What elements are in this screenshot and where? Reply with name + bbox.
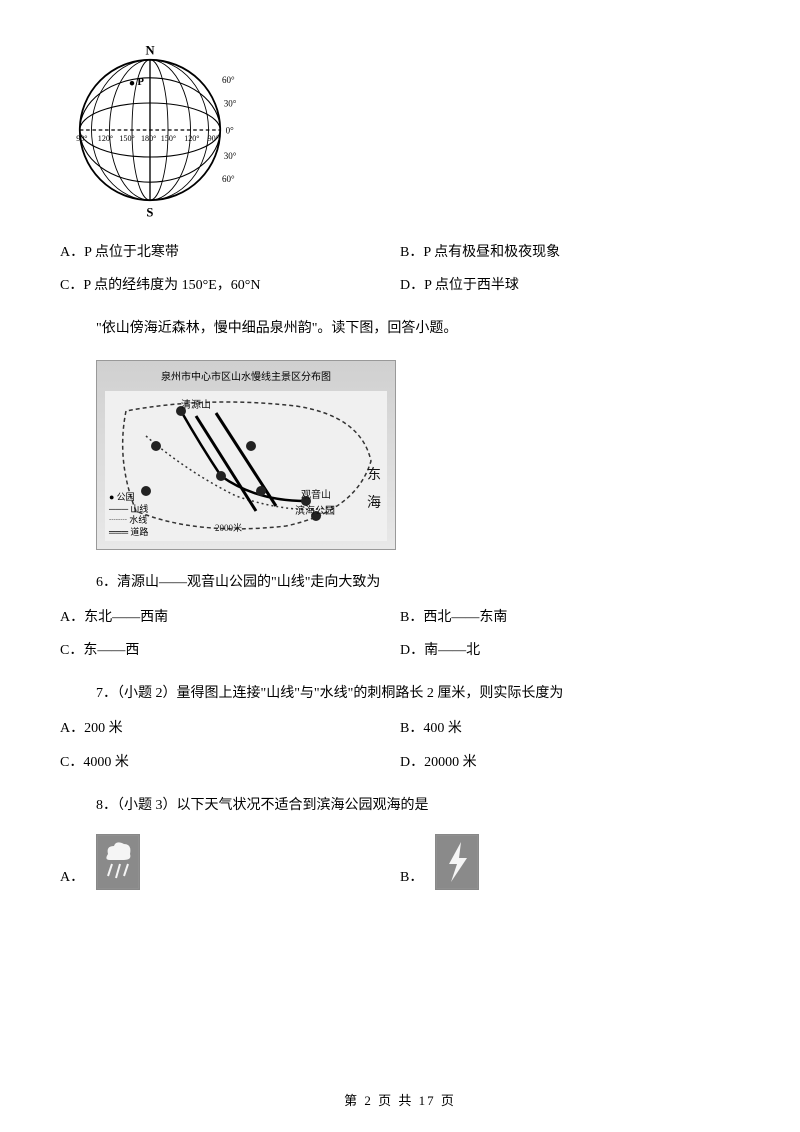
- legend-road: ═══ 道路: [109, 527, 148, 539]
- svg-text:90°: 90°: [76, 134, 87, 143]
- q6-row1: A．东北——西南 B．西北——东南: [60, 605, 740, 630]
- q6-stem: 6．清源山——观音山公园的"山线"走向大致为: [96, 570, 740, 595]
- map-legend: ● 公园 ─── 山线 ┈┈ 水线 ═══ 道路: [109, 492, 148, 539]
- map-label-dong: 东: [367, 463, 381, 488]
- q6-row2: C．东——西 D．南——北: [60, 638, 740, 663]
- q5-opt-c: C．P 点的经纬度为 150°E，60°N: [60, 273, 400, 298]
- legend-water: ┈┈ 水线: [109, 515, 148, 527]
- globe-svg: P N S 60° 30° 0° 30° 60° 90° 120° 150° 1…: [60, 40, 240, 220]
- svg-text:30°: 30°: [224, 99, 237, 109]
- map-label-qingyuan: 清源山: [181, 397, 211, 415]
- legend-park: ● 公园: [109, 492, 148, 504]
- weather-rain-icon: [96, 834, 140, 890]
- q5-opt-b: B．P 点有极昼和极夜现象: [400, 240, 740, 265]
- map-body: 清源山 观音山 滨海公园 东 海 ● 公园 ─── 山线 ┈┈ 水线 ═══ 道…: [105, 391, 387, 541]
- svg-text:120°: 120°: [184, 134, 199, 143]
- q6-opt-d: D．南——北: [400, 638, 740, 663]
- q5-opt-a: A．P 点位于北寒带: [60, 240, 400, 265]
- q5-row1: A．P 点位于北寒带 B．P 点有极昼和极夜现象: [60, 240, 740, 265]
- q8-opt-b-label: B．: [400, 865, 423, 890]
- q5-opt-d: D．P 点位于西半球: [400, 273, 740, 298]
- p-label: P: [137, 76, 144, 88]
- page-footer: 第 2 页 共 17 页: [0, 1089, 800, 1112]
- legend-mountain: ─── 山线: [109, 504, 148, 516]
- svg-text:30°: 30°: [224, 151, 237, 161]
- map-label-binhai: 滨海公园: [295, 503, 335, 521]
- q8-opt-a-wrap: A．: [60, 834, 400, 890]
- q7-row1: A．200 米 B．400 米: [60, 716, 740, 741]
- q5-row2: C．P 点的经纬度为 150°E，60°N D．P 点位于西半球: [60, 273, 740, 298]
- map-figure: 泉州市中心市区山水慢线主景区分布图 清源山 观音山 滨海公园 东 海 ● 公园 …: [96, 360, 396, 550]
- q6-opt-c: C．东——西: [60, 638, 400, 663]
- map-scale: 2000米: [215, 520, 242, 536]
- svg-text:90°: 90°: [208, 134, 219, 143]
- q7-row2: C．4000 米 D．20000 米: [60, 750, 740, 775]
- weather-lightning-icon: [435, 834, 479, 890]
- q8-stem: 8．（小题 3）以下天气状况不适合到滨海公园观海的是: [96, 793, 740, 818]
- svg-text:120°: 120°: [98, 134, 113, 143]
- q7-stem: 7．（小题 2）量得图上连接"山线"与"水线"的刺桐路长 2 厘米，则实际长度为: [96, 681, 740, 706]
- q8-opt-b-wrap: B．: [400, 834, 479, 890]
- q8-opt-a-label: A．: [60, 865, 84, 890]
- q8-options: A． B．: [60, 834, 740, 890]
- svg-text:60°: 60°: [222, 75, 235, 85]
- svg-text:150°: 150°: [119, 134, 134, 143]
- globe-figure: P N S 60° 30° 0° 30° 60° 90° 120° 150° 1…: [60, 40, 240, 220]
- svg-text:150°: 150°: [161, 134, 176, 143]
- svg-text:S: S: [146, 205, 153, 219]
- q7-opt-b: B．400 米: [400, 716, 740, 741]
- q6-opt-b: B．西北——东南: [400, 605, 740, 630]
- svg-text:60°: 60°: [222, 174, 235, 184]
- q7-opt-c: C．4000 米: [60, 750, 400, 775]
- q7-opt-d: D．20000 米: [400, 750, 740, 775]
- svg-text:180°: 180°: [141, 134, 156, 143]
- passage-text: "依山傍海近森林，慢中细品泉州韵"。读下图，回答小题。: [96, 316, 740, 341]
- map-title: 泉州市中心市区山水慢线主景区分布图: [105, 369, 387, 387]
- q6-opt-a: A．东北——西南: [60, 605, 400, 630]
- svg-text:N: N: [146, 43, 155, 57]
- q7-opt-a: A．200 米: [60, 716, 400, 741]
- map-label-hai: 海: [367, 491, 381, 516]
- svg-text:0°: 0°: [226, 126, 235, 136]
